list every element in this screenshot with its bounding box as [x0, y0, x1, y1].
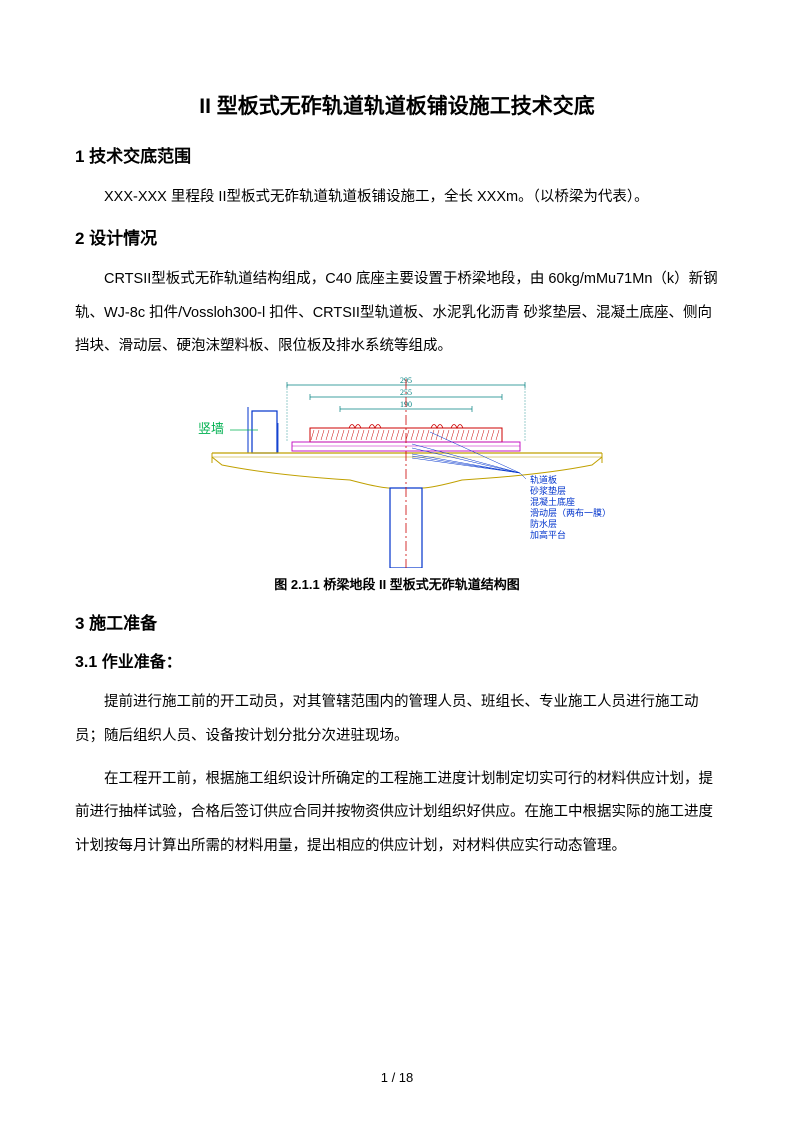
section-3-1-para2: 在工程开工前，根据施工组织设计所确定的工程施工进度计划制定切实可行的材料供应计划… — [75, 763, 719, 863]
svg-text:混凝土底座: 混凝土底座 — [530, 496, 575, 507]
figure-caption: 图 2.1.1 桥梁地段 II 型板式无砟轨道结构图 — [75, 574, 719, 593]
section-3-1-para1: 提前进行施工前的开工动员，对其管辖范围内的管理人员、班组长、专业施工人员进行施工… — [75, 686, 719, 753]
section-3-1-heading: 3.1 作业准备： — [75, 648, 719, 672]
section-3-heading: 3 施工准备 — [75, 609, 719, 634]
structure-diagram: 295255190竖墙轨道板砂浆垫层混凝土底座滑动层（两布一膜）防水层加高平台 — [142, 373, 652, 568]
section-2-heading: 2 设计情况 — [75, 224, 719, 249]
svg-text:竖墙: 竖墙 — [198, 421, 224, 436]
svg-text:防水层: 防水层 — [530, 518, 557, 529]
page-footer: 1 / 18 — [0, 1070, 794, 1085]
page-title: II 型板式无砟轨道轨道板铺设施工技术交底 — [75, 90, 719, 120]
section-1-heading: 1 技术交底范围 — [75, 142, 719, 167]
svg-text:滑动层（两布一膜）: 滑动层（两布一膜） — [530, 507, 611, 518]
section-1-para: XXX-XXX 里程段 II型板式无砟轨道轨道板铺设施工，全长 XXXm。（以桥… — [75, 181, 719, 214]
section-2-para: CRTSII型板式无砟轨道结构组成，C40 底座主要设置于桥梁地段，由 60kg… — [75, 263, 719, 363]
svg-text:砂浆垫层: 砂浆垫层 — [530, 485, 566, 496]
svg-text:轨道板: 轨道板 — [530, 474, 557, 485]
svg-text:加高平台: 加高平台 — [530, 529, 566, 540]
